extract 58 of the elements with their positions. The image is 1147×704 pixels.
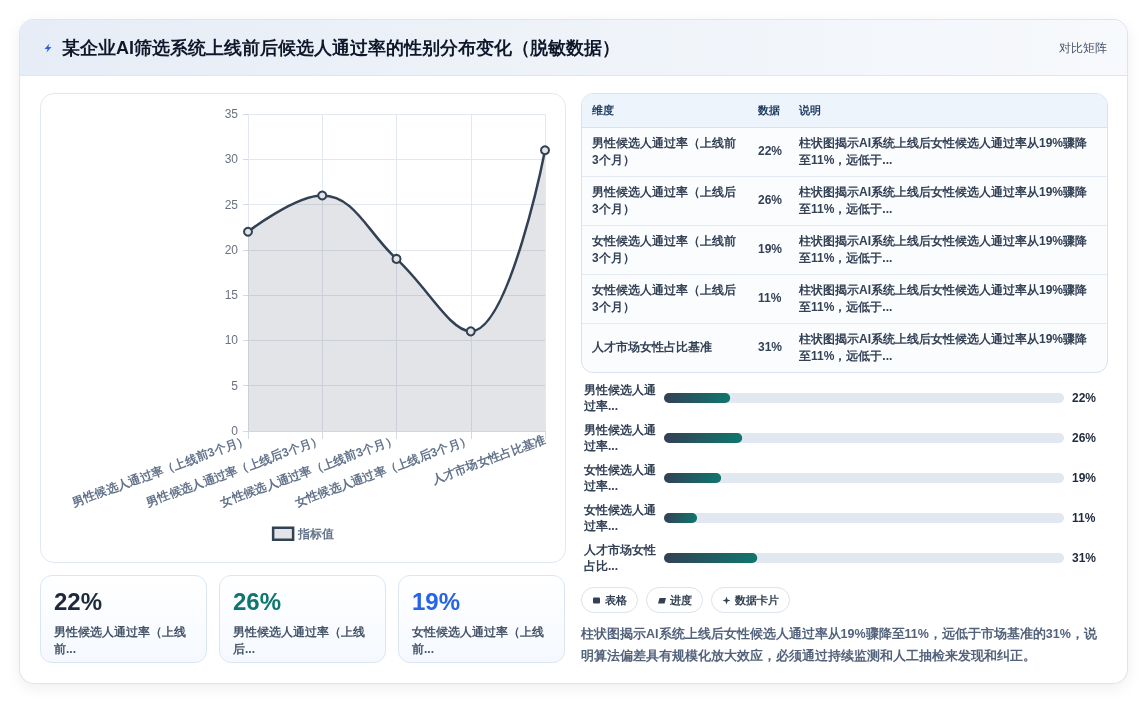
- y-tick-label: 女性候选人通过率...: [583, 503, 657, 533]
- category-label: 男性候选人通过率（上线前3个月）: [582, 127, 749, 176]
- data-label: 26%: [1072, 431, 1097, 445]
- data-label: 19%: [1072, 471, 1097, 485]
- text: 对比矩阵: [1059, 40, 1107, 57]
- text: 数据: [749, 94, 789, 127]
- pill-button: 表格: [581, 587, 638, 613]
- category-label: 男性候选人通过率（上线后...: [233, 624, 366, 658]
- text: 31%: [758, 340, 783, 355]
- category-label: 人才市场女性占比基准: [591, 339, 713, 357]
- point: [540, 145, 550, 156]
- bar: [664, 433, 743, 443]
- y-tick-label: 15: [224, 288, 239, 303]
- stat-card: 22% 男性候选人通过率（上线前...: [40, 575, 207, 663]
- legend-label: 指标值: [297, 526, 335, 541]
- text: 22%: [758, 144, 783, 158]
- data-label: 11%: [1072, 511, 1096, 525]
- text: 柱状图揭示AI系统上线后女性候选人通过率从19%骤降至11%，远低于...: [789, 274, 1107, 323]
- category-label: 女性候选人通过率（上线前3个月）: [582, 225, 749, 274]
- bar: [664, 473, 722, 483]
- text: 柱状图揭示AI系统上线后女性候选人通过率从19%骤降至11%，远低于市场基准的31%，说明算法偏差具有规模化放大效应，必须通过持续监测和人工抽检来发现和纠正。: [581, 626, 1098, 665]
- category-label: 女性候选人通过率（上线前...: [412, 624, 545, 658]
- y-tick-label: 人才市场女性占比...: [583, 543, 656, 573]
- point: [391, 253, 402, 264]
- data-label: 31%: [1072, 551, 1097, 565]
- text: 柱状图揭示AI系统上线后女性候选人通过率从19%骤降至11%，远低于...: [798, 330, 1089, 365]
- bar: [664, 553, 758, 563]
- category-label: 男性候选人通过率（上线前...: [54, 624, 187, 658]
- text: 柱状图揭示AI系统上线后女性候选人通过率从19%骤降至11%，远低于...: [789, 225, 1107, 274]
- text: 柱状图揭示AI系统上线后女性候选人通过率从19%骤降至11%，远低于...: [789, 127, 1107, 176]
- stat-card: 26% 男性候选人通过率（上线后...: [219, 575, 386, 663]
- y-tick-label: 10: [224, 333, 239, 348]
- y-tick-label: 女性候选人通过率...: [583, 463, 657, 493]
- data-label: 22%: [1072, 391, 1097, 405]
- y-tick-label: 30: [224, 152, 239, 167]
- pill-button: 数据卡片: [711, 587, 790, 613]
- y-tick-label: 男性候选人通过率...: [583, 383, 657, 413]
- stat-card: 19% 女性候选人通过率（上线前...: [398, 575, 565, 663]
- text: 26%: [758, 193, 783, 207]
- y-tick-label: 20: [224, 242, 239, 257]
- y-tick-label: 5: [231, 378, 239, 393]
- text: 维度: [582, 94, 749, 127]
- text: 说明: [789, 94, 1107, 127]
- text: 11%: [758, 291, 782, 305]
- y-tick-label: 35: [224, 107, 239, 121]
- y-tick-label: 0: [231, 424, 239, 438]
- point: [317, 190, 328, 201]
- text: 19%: [758, 242, 783, 256]
- category-label: 男性候选人通过率（上线后3个月）: [582, 176, 749, 225]
- category-label: 女性候选人通过率（上线后3个月）: [582, 274, 749, 323]
- point: [465, 326, 476, 337]
- text: 某企业AI筛选系统上线前后候选人通过率的性别分布变化（脱敏数据）: [62, 37, 620, 60]
- y-tick-label: 男性候选人通过率...: [583, 423, 657, 453]
- y-tick-label: 25: [224, 197, 239, 212]
- point: [243, 226, 253, 237]
- pill-button: 进度: [646, 587, 703, 613]
- text: 柱状图揭示AI系统上线后女性候选人通过率从19%骤降至11%，远低于...: [789, 176, 1107, 225]
- bar: [664, 393, 731, 403]
